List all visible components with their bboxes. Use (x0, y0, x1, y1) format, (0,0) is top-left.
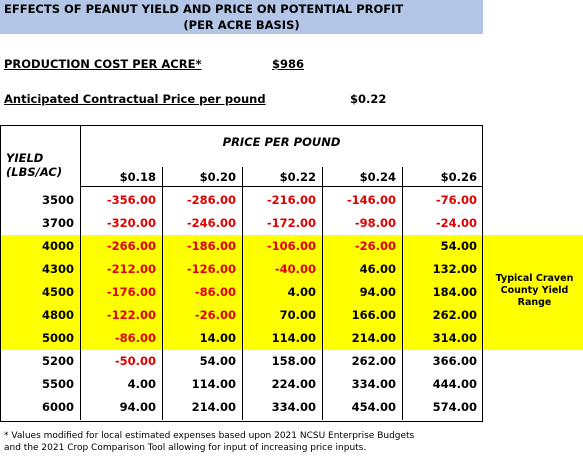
value-cell: 334.00 (271, 400, 316, 414)
value-cell: -86.00 (194, 285, 236, 299)
yield-cell: 6000 (41, 400, 74, 414)
value-cell: -106.00 (266, 239, 316, 253)
yield-cell: 4800 (41, 308, 74, 322)
value-cell: 214.00 (351, 331, 396, 345)
value-cell: -86.00 (114, 331, 156, 345)
yield-cell: 5200 (41, 354, 74, 368)
value-cell: 262.00 (432, 308, 477, 322)
column-divider (162, 167, 163, 420)
table-border (0, 125, 483, 422)
value-cell: 114.00 (271, 331, 316, 345)
yield-cell: 3700 (41, 216, 74, 230)
column-divider (402, 167, 403, 420)
value-cell: -126.00 (186, 262, 236, 276)
title-box (0, 0, 483, 34)
column-header: $0.26 (440, 170, 477, 184)
value-cell: 314.00 (432, 331, 477, 345)
row-header: (LBS/AC) (6, 165, 63, 179)
value-cell: 574.00 (432, 400, 477, 414)
column-header: $0.20 (199, 170, 236, 184)
value-cell: 184.00 (432, 285, 477, 299)
column-header: $0.22 (279, 170, 316, 184)
column-header: $0.24 (359, 170, 396, 184)
value-cell: 46.00 (359, 262, 396, 276)
value-cell: -266.00 (106, 239, 156, 253)
value-cell: 70.00 (279, 308, 316, 322)
column-header: $0.18 (119, 170, 156, 184)
yield-cell: 3500 (41, 193, 74, 207)
yield-cell: 4300 (41, 262, 74, 276)
footnote-line: * Values modified for local estimated ex… (4, 431, 415, 441)
column-divider (242, 167, 243, 420)
value-cell: -98.00 (354, 216, 396, 230)
value-cell: -26.00 (194, 308, 236, 322)
yield-cell: 4500 (41, 285, 74, 299)
value-cell: 94.00 (119, 400, 156, 414)
value-cell: -246.00 (186, 216, 236, 230)
value-cell: 262.00 (351, 354, 396, 368)
value-cell: -146.00 (346, 193, 396, 207)
value-cell: -320.00 (106, 216, 156, 230)
highlight-note: Typical Craven County Yield Range (495, 272, 574, 308)
yield-cell: 5000 (41, 331, 74, 345)
footnote-line: and the 2021 Crop Comparison Tool allowi… (4, 443, 367, 453)
value-cell: -50.00 (114, 354, 156, 368)
value-cell: 94.00 (359, 285, 396, 299)
price-value: $0.22 (350, 92, 387, 106)
value-cell: 114.00 (191, 377, 236, 391)
value-cell: -122.00 (106, 308, 156, 322)
value-cell: 214.00 (191, 400, 236, 414)
value-cell: 166.00 (351, 308, 396, 322)
value-cell: -172.00 (266, 216, 316, 230)
cost-value: $986 (272, 57, 305, 71)
value-cell: -40.00 (274, 262, 316, 276)
value-cell: 132.00 (432, 262, 477, 276)
column-divider (322, 167, 323, 420)
yield-cell: 5500 (41, 377, 74, 391)
column-divider (80, 125, 81, 420)
value-cell: -24.00 (435, 216, 477, 230)
value-cell: 54.00 (199, 354, 236, 368)
yield-cell: 4000 (41, 239, 74, 253)
column-group: PRICE PER POUND (222, 135, 341, 149)
subtitle: (PER ACRE BASIS) (183, 18, 300, 32)
value-cell: 4.00 (127, 377, 156, 391)
value-cell: 334.00 (351, 377, 396, 391)
value-cell: -286.00 (186, 193, 236, 207)
cost-label: PRODUCTION COST PER ACRE* (4, 57, 202, 71)
value-cell: -186.00 (186, 239, 236, 253)
value-cell: 454.00 (351, 400, 396, 414)
highlight-band (0, 235, 583, 350)
value-cell: 4.00 (287, 285, 316, 299)
value-cell: 14.00 (199, 331, 236, 345)
footnote: * Values modified for local estimated ex… (4, 430, 414, 454)
value-cell: 224.00 (271, 377, 316, 391)
value-cell: 366.00 (432, 354, 477, 368)
value-cell: -26.00 (354, 239, 396, 253)
value-cell: -76.00 (435, 193, 477, 207)
value-cell: -356.00 (106, 193, 156, 207)
price-label: Anticipated Contractual Price per pound (4, 92, 266, 106)
value-cell: 158.00 (271, 354, 316, 368)
value-cell: -212.00 (106, 262, 156, 276)
value-cell: -176.00 (106, 285, 156, 299)
header-rule (80, 186, 483, 187)
value-cell: 54.00 (440, 239, 477, 253)
title: EFFECTS OF PEANUT YIELD AND PRICE ON POT… (4, 2, 404, 16)
value-cell: 444.00 (432, 377, 477, 391)
value-cell: -216.00 (266, 193, 316, 207)
row-header: YIELD (6, 151, 44, 165)
